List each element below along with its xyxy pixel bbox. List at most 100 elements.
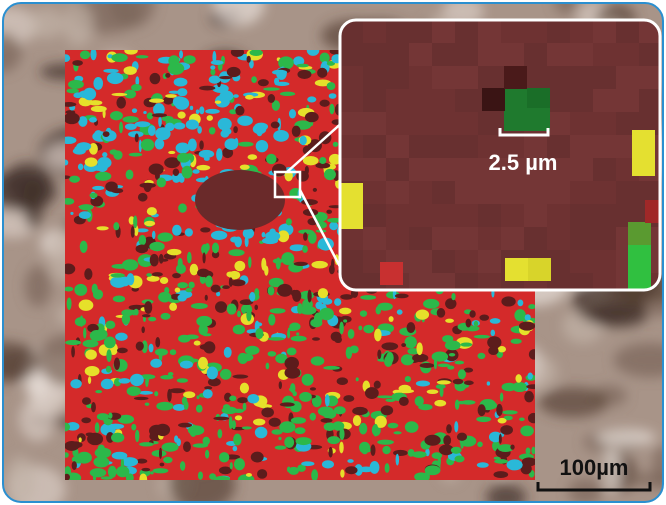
map-patch (437, 380, 451, 384)
map-patch (135, 133, 139, 142)
map-patch (142, 314, 151, 317)
map-patch (438, 455, 441, 466)
map-patch (256, 322, 262, 326)
map-patch (416, 309, 429, 319)
map-patch (198, 471, 203, 479)
inset-pixel (570, 135, 593, 158)
map-patch (112, 452, 128, 460)
map-patch (64, 441, 79, 451)
inset-pixel (524, 66, 547, 89)
map-patch (108, 412, 112, 418)
inset-pixel (432, 43, 455, 66)
map-patch (319, 308, 334, 320)
map-patch (311, 261, 327, 269)
map-patch (131, 424, 136, 431)
inset-pixel (570, 181, 593, 204)
map-patch (287, 348, 297, 356)
map-patch (89, 117, 97, 122)
map-patch (183, 441, 191, 452)
inset-pixel (593, 135, 616, 158)
map-patch (389, 316, 394, 322)
inset-pixel (632, 153, 655, 176)
map-patch (360, 310, 367, 316)
inset-pixel (363, 204, 386, 227)
map-patch (291, 417, 306, 424)
map-patch (138, 193, 148, 202)
map-patch (155, 424, 170, 436)
inset-pixel (482, 88, 505, 111)
inset-pixel (547, 20, 570, 43)
map-patch (195, 170, 285, 230)
map-patch (168, 151, 175, 154)
map-patch (498, 418, 507, 424)
inset-pixel (455, 204, 478, 227)
map-patch (146, 273, 152, 277)
map-patch (176, 143, 190, 154)
map-patch (113, 222, 119, 230)
map-patch (269, 418, 281, 427)
inset-pixel (501, 20, 524, 43)
map-patch (248, 154, 258, 160)
map-patch (253, 419, 265, 426)
map-patch (500, 393, 503, 402)
map-patch (211, 60, 224, 65)
map-patch (219, 76, 232, 79)
map-patch (277, 284, 292, 297)
map-patch (425, 465, 441, 475)
map-patch (233, 434, 241, 446)
inset-pixel (524, 43, 547, 66)
map-patch (157, 177, 166, 187)
map-patch (144, 301, 152, 314)
map-patch (334, 406, 346, 414)
map-patch (134, 397, 149, 400)
map-patch (291, 336, 307, 342)
map-patch (398, 389, 414, 393)
inset-pixel (340, 206, 363, 229)
map-patch (153, 468, 169, 473)
map-patch (119, 378, 131, 384)
map-patch (327, 82, 336, 90)
map-patch (235, 106, 244, 116)
map-patch (196, 165, 210, 170)
inset-pixel (504, 108, 527, 131)
map-patch (90, 468, 107, 477)
inset-pixel (478, 227, 501, 250)
map-patch (124, 66, 137, 75)
inset-pixel (455, 227, 478, 250)
map-patch (167, 389, 172, 402)
map-patch (113, 296, 125, 303)
map-patch (139, 235, 147, 246)
map-patch (209, 76, 221, 84)
map-patch (339, 442, 343, 454)
map-patch (337, 377, 348, 385)
map-patch (71, 346, 75, 358)
map-patch (95, 448, 112, 458)
map-patch (226, 271, 234, 277)
map-patch (111, 433, 124, 443)
map-patch (182, 166, 193, 179)
map-patch (83, 88, 96, 100)
map-patch (165, 94, 177, 98)
map-patch (73, 92, 82, 98)
map-patch (183, 55, 195, 64)
inset-pixel (363, 43, 386, 66)
map-patch (178, 294, 187, 301)
map-patch (147, 112, 153, 119)
map-patch (155, 127, 170, 140)
map-patch (356, 377, 359, 381)
inset-pixel (616, 181, 639, 204)
map-patch (210, 69, 215, 76)
map-patch (257, 469, 267, 479)
map-patch (332, 421, 344, 431)
map-patch (203, 341, 215, 353)
inset-pixel (386, 20, 409, 43)
map-patch (405, 421, 419, 433)
map-patch (498, 346, 506, 352)
map-patch (168, 372, 174, 376)
map-patch (320, 100, 330, 107)
map-patch (268, 94, 275, 103)
map-patch (179, 50, 183, 58)
map-patch (180, 461, 185, 471)
map-patch (238, 353, 248, 364)
map-patch (248, 256, 251, 268)
